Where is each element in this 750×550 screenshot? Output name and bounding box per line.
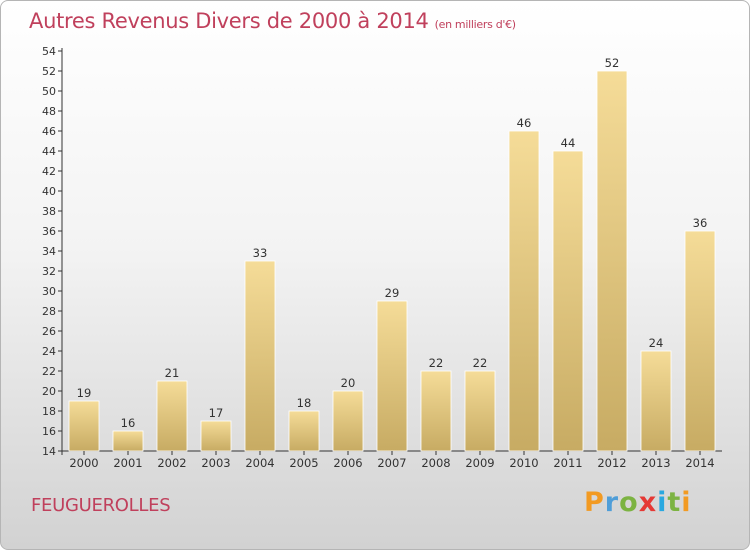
y-tick-label: 38: [42, 205, 56, 218]
bar-2012: [596, 70, 628, 452]
bar-2003: [200, 420, 232, 452]
y-tick-label: 30: [42, 285, 56, 298]
x-tick-label: 2002: [157, 456, 186, 470]
brand-logo-letter: t: [667, 487, 682, 518]
brand-logo: Proxiti: [584, 487, 692, 518]
bar-value-label: 46: [517, 116, 532, 130]
y-tick-label: 46: [42, 125, 56, 138]
y-tick-label: 28: [42, 305, 56, 318]
y-tick-label: 52: [42, 65, 56, 78]
x-tick-label: 2001: [113, 456, 142, 470]
x-tick-label: 2005: [289, 456, 318, 470]
x-tick-label: 2013: [641, 456, 670, 470]
x-tick-label: 2011: [553, 456, 582, 470]
y-tick-label: 54: [42, 45, 56, 58]
y-tick-label: 44: [42, 145, 56, 158]
y-tick-label: 48: [42, 105, 56, 118]
bar-2006: [332, 390, 364, 452]
y-tick-label: 36: [42, 225, 56, 238]
brand-logo-letter: x: [638, 487, 658, 518]
x-tick-label: 2014: [685, 456, 714, 470]
x-tick-label: 2009: [465, 456, 494, 470]
bar-value-label: 29: [385, 286, 400, 300]
y-tick-label: 22: [42, 365, 56, 378]
y-tick-label: 40: [42, 185, 56, 198]
y-tick-label: 14: [42, 445, 56, 458]
y-tick-label: 18: [42, 405, 56, 418]
y-tick-label: 50: [42, 85, 56, 98]
bar-2014: [684, 230, 716, 452]
bar-value-label: 33: [253, 246, 268, 260]
x-tick-label: 2003: [201, 456, 230, 470]
y-tick-label: 20: [42, 385, 56, 398]
x-tick-label: 2000: [69, 456, 98, 470]
bar-value-label: 19: [77, 386, 92, 400]
y-tick-label: 24: [42, 345, 56, 358]
bar-value-label: 21: [165, 366, 180, 380]
bar-2002: [156, 380, 188, 452]
x-tick-label: 2007: [377, 456, 406, 470]
brand-logo-letter: r: [604, 487, 620, 518]
x-tick-label: 2008: [421, 456, 450, 470]
commune-name: FEUGUEROLLES: [31, 495, 171, 516]
chart-unit-note: (en milliers d'€): [434, 18, 516, 31]
bar-value-label: 16: [121, 416, 136, 430]
bar-2010: [508, 130, 540, 452]
bar-2008: [420, 370, 452, 452]
bar-value-label: 18: [297, 396, 312, 410]
y-tick-label: 32: [42, 265, 56, 278]
y-tick-label: 16: [42, 425, 56, 438]
bar-2009: [464, 370, 496, 452]
bar-value-label: 22: [429, 356, 444, 370]
y-tick-label: 26: [42, 325, 56, 338]
brand-logo-letter: P: [584, 487, 605, 518]
brand-logo-letter: i: [681, 487, 692, 518]
x-tick-label: 2010: [509, 456, 538, 470]
bar-value-label: 17: [209, 406, 224, 420]
bar-value-label: 22: [473, 356, 488, 370]
brand-logo-letter: i: [657, 487, 668, 518]
bar-2011: [552, 150, 584, 452]
bar-2007: [376, 300, 408, 452]
bar-value-label: 52: [605, 56, 620, 70]
y-tick-label: 42: [42, 165, 56, 178]
x-tick-label: 2004: [245, 456, 274, 470]
x-tick-label: 2012: [597, 456, 626, 470]
bar-2000: [68, 400, 100, 452]
chart-title-text: Autres Revenus Divers de 2000 à 2014: [29, 9, 429, 33]
x-tick-label: 2006: [333, 456, 362, 470]
y-tick-label: 34: [42, 245, 56, 258]
bar-2004: [244, 260, 276, 452]
bar-value-label: 20: [341, 376, 356, 390]
bar-value-label: 24: [649, 336, 664, 350]
bar-value-label: 44: [561, 136, 576, 150]
bar-2005: [288, 410, 320, 452]
bar-value-label: 36: [693, 216, 708, 230]
chart-title: Autres Revenus Divers de 2000 à 2014 (en …: [29, 9, 516, 33]
bar-2001: [112, 430, 144, 452]
brand-logo-letter: o: [619, 487, 639, 518]
bar-2013: [640, 350, 672, 452]
